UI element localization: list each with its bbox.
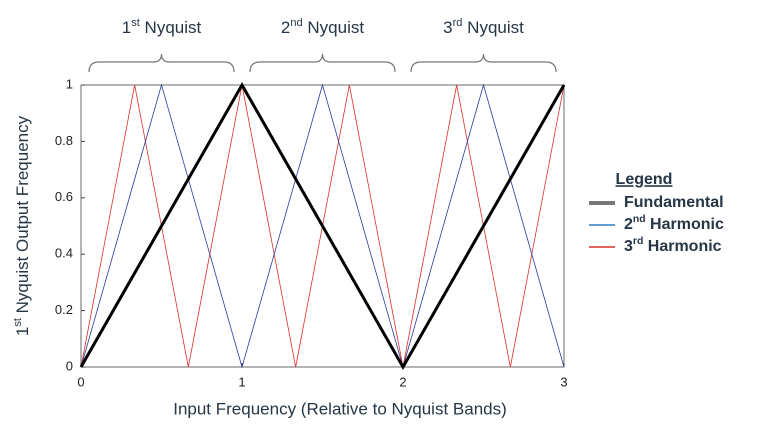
legend-label: 2nd Harmonic	[624, 214, 724, 233]
x-tick-label: 2	[399, 374, 406, 389]
legend-label: Fundamental	[624, 194, 724, 211]
annotation: 1st Nyquist	[122, 17, 202, 38]
y-tick-label: 0.8	[55, 133, 73, 148]
x-tick-label: 0	[77, 374, 84, 389]
series-line	[79, 81, 566, 371]
brace	[410, 53, 557, 73]
y-tick-label: 0.2	[55, 302, 73, 317]
x-tick-label: 3	[560, 374, 567, 389]
y-tick-label: 0.6	[55, 189, 73, 204]
x-axis-label: Input Frequency (Relative to Nyquist Ban…	[173, 399, 507, 418]
brace	[88, 53, 235, 73]
annotation: 3rd Nyquist	[443, 17, 524, 38]
y-tick-label: 0	[66, 358, 73, 373]
y-axis-label: 1st Nyquist Output Frequency	[12, 115, 33, 336]
brace	[249, 53, 396, 73]
series-line	[80, 83, 565, 369]
x-tick-label: 1	[238, 374, 245, 389]
legend-title: Legend	[616, 171, 673, 188]
y-tick-label: 0.4	[55, 246, 73, 261]
legend-label: 3rd Harmonic	[624, 236, 722, 255]
y-tick-label: 1	[66, 76, 73, 91]
annotation: 2nd Nyquist	[281, 17, 364, 38]
